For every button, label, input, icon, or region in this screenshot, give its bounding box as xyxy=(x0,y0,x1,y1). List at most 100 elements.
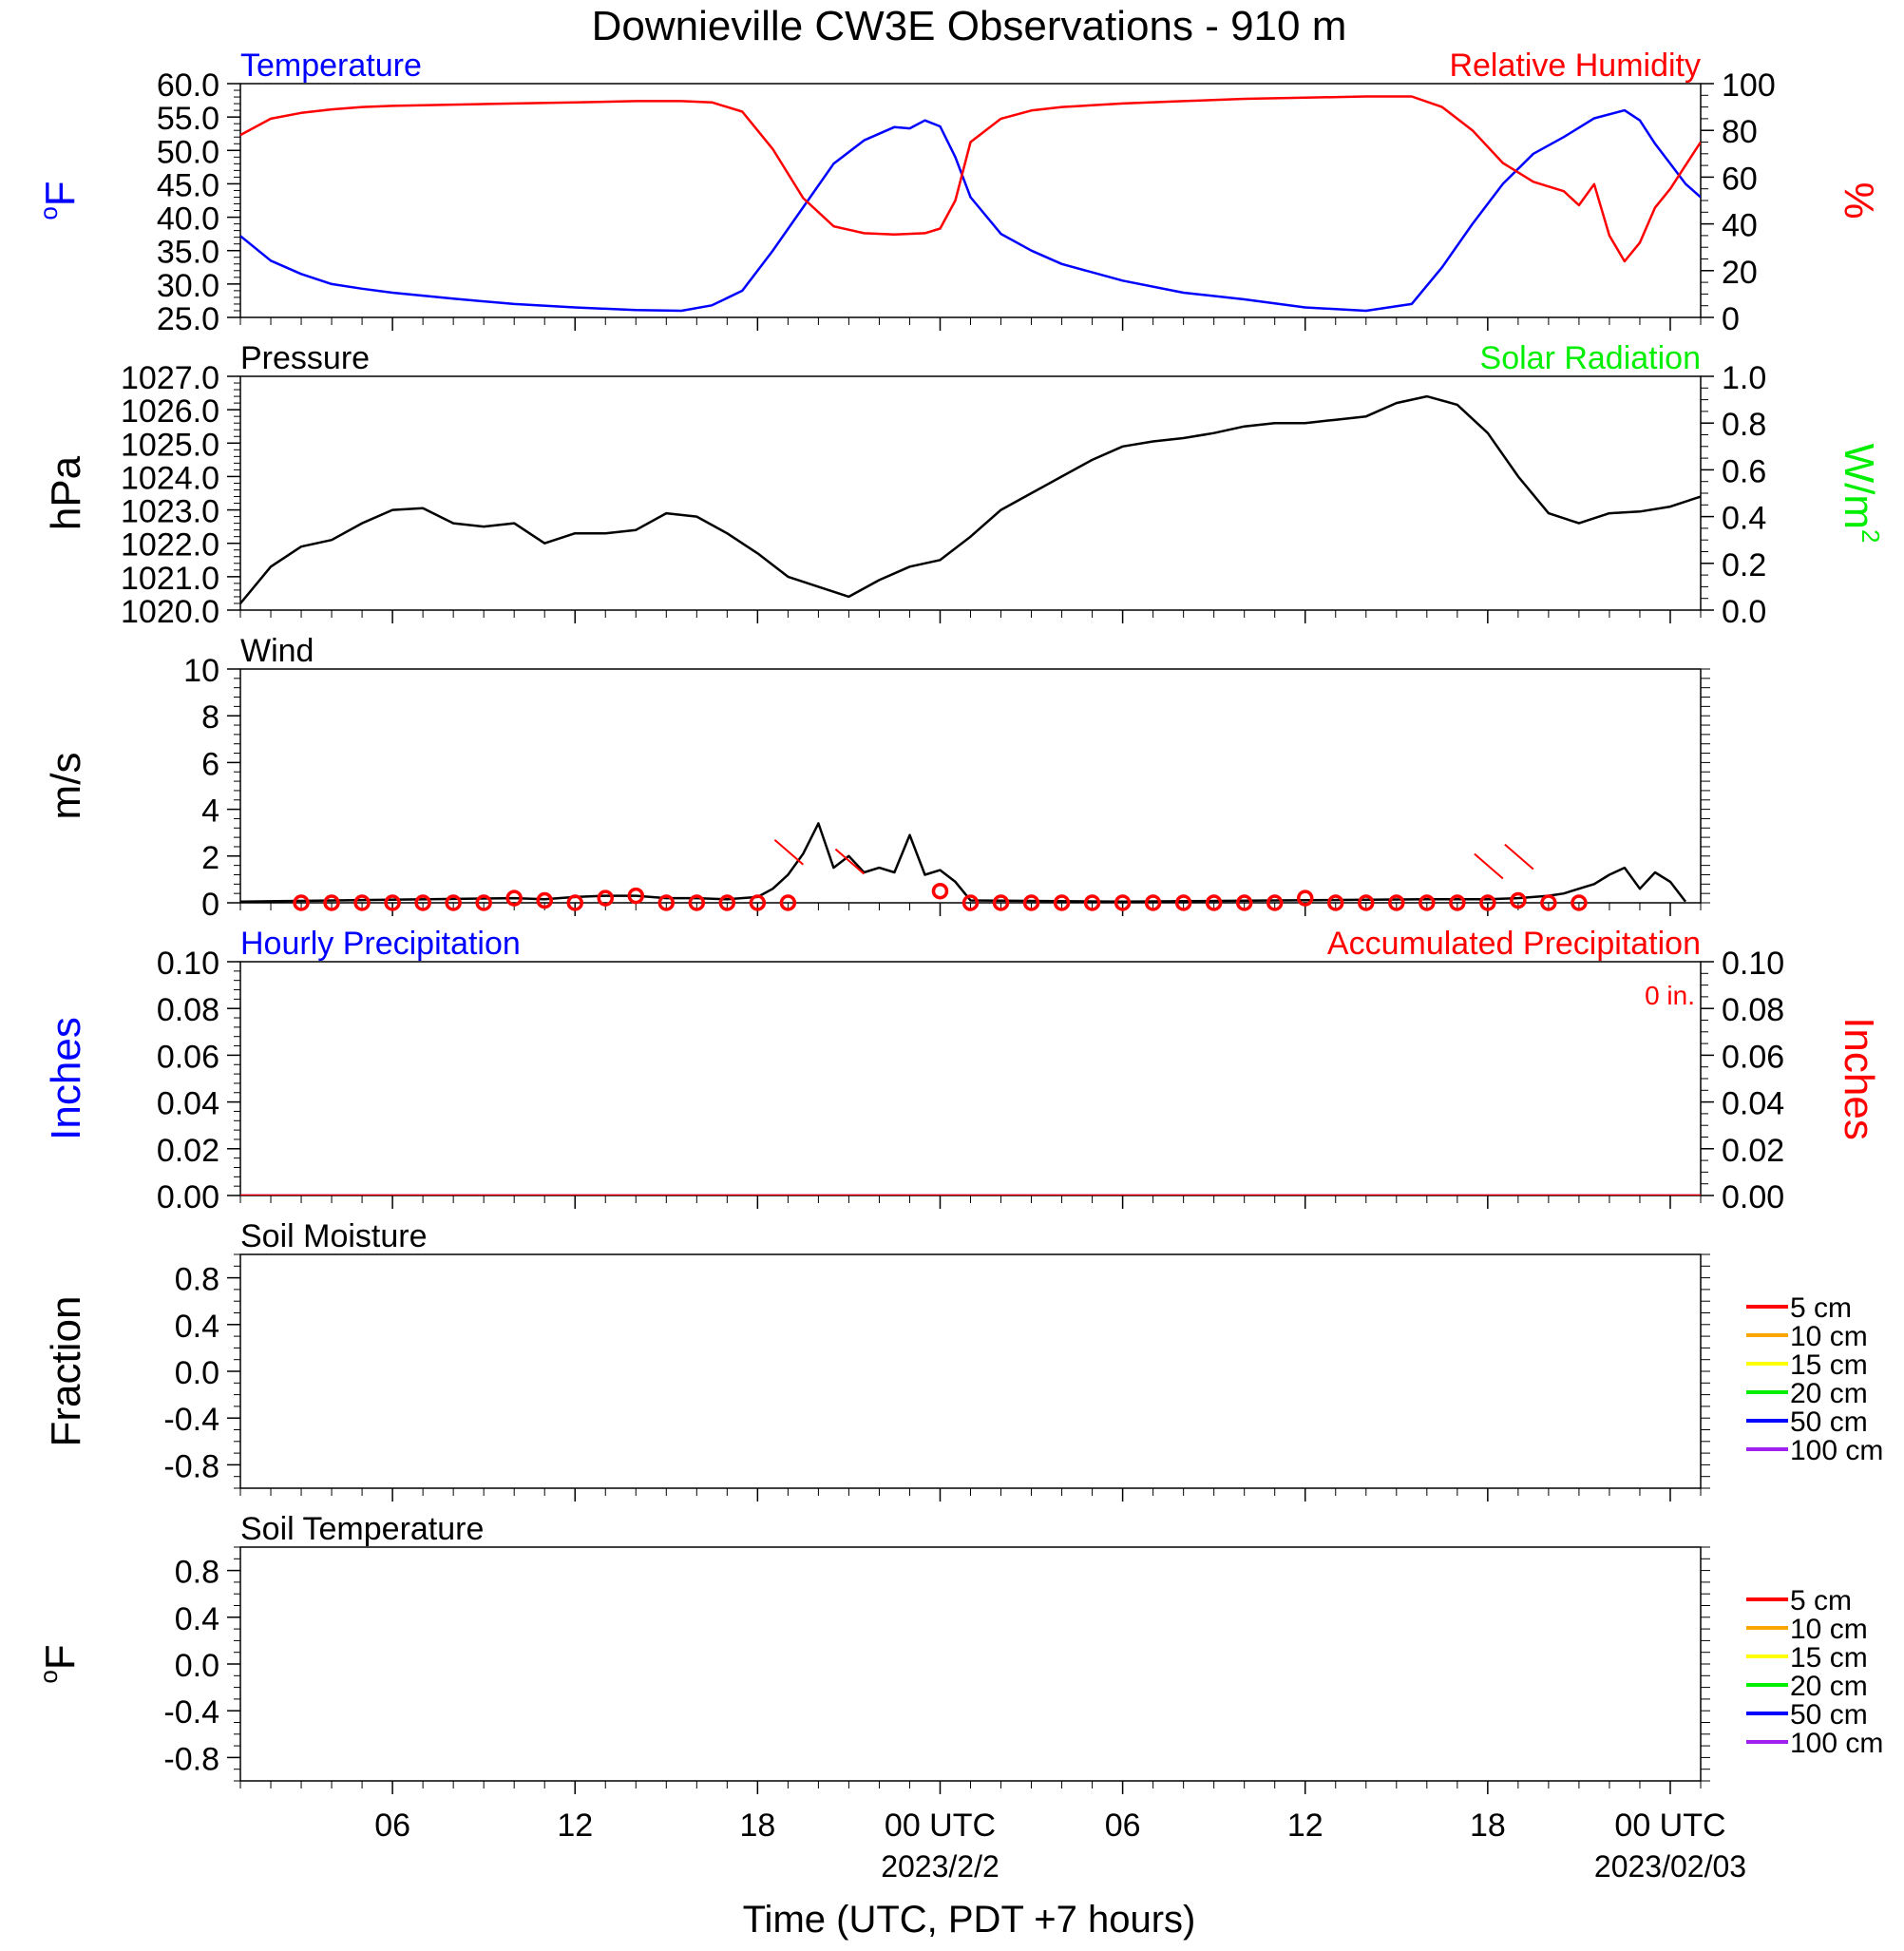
y-tick-label-left: 45.0 xyxy=(157,167,219,203)
wind-speed-marker xyxy=(1022,894,1040,911)
wind-speed-marker xyxy=(1540,894,1557,911)
wind-speed-marker xyxy=(1449,894,1466,911)
wind-speed-marker xyxy=(688,894,706,911)
legend-label: 5 cm xyxy=(1790,1292,1852,1324)
y-tick-label-right: 1.0 xyxy=(1722,360,1766,396)
panel-title-right: Accumulated Precipitation xyxy=(1327,926,1701,962)
wind-speed-marker xyxy=(1358,894,1375,911)
x-tick-label: 06 xyxy=(1105,1808,1141,1844)
series-line-relative-humidity xyxy=(240,95,1701,263)
y-tick-label-left: 0.0 xyxy=(175,1355,219,1391)
y-tick-label-right: 0.4 xyxy=(1722,501,1766,537)
panel-data xyxy=(240,394,1701,604)
y-tick-label-left: 1027.0 xyxy=(121,360,219,396)
precip-total-annotation: 0 in. xyxy=(1645,981,1695,1010)
panel-3: 0.10 0.08 0.06 0.04 0.02 0.00 0.10 0.08 0.06 0.04… xyxy=(43,926,1882,1215)
series-line-wind xyxy=(240,822,1686,903)
wind-speed-marker xyxy=(323,894,340,911)
panel-frame xyxy=(239,375,1702,611)
y-axis-label-left: oF xyxy=(34,1644,84,1683)
y-tick-label-left: 1022.0 xyxy=(121,527,219,564)
y-axis-label-left: Inches xyxy=(43,1017,89,1140)
series-line-pressure xyxy=(240,394,1701,604)
y-tick-label-right: 0.00 xyxy=(1722,1179,1784,1215)
wind-speed-marker xyxy=(992,894,1010,911)
y-tick-label-left: 0.02 xyxy=(157,1133,219,1169)
panel-title-left: Soil Temperature xyxy=(240,1511,484,1547)
y-tick-label-right: 20 xyxy=(1722,255,1758,291)
y-tick-label-left: 1025.0 xyxy=(121,427,219,463)
panel-title-left: Hourly Precipitation xyxy=(240,926,521,962)
y-tick-label-left: 25.0 xyxy=(157,301,219,337)
wind-direction-barb xyxy=(1474,852,1504,880)
y-tick-label-left: 1023.0 xyxy=(121,494,219,530)
y-axis-label-left: hPa xyxy=(43,455,89,530)
y-axis-label-right: Inches xyxy=(1836,1017,1882,1140)
y-tick-label-right: 100 xyxy=(1722,67,1776,104)
y-axis-label-left-text: oF xyxy=(34,1644,84,1683)
y-tick-label-right: 0.8 xyxy=(1722,407,1766,443)
panel-0: 60.055.050.045.040.035.030.025.0 100 80 60 4… xyxy=(34,48,1882,337)
wind-speed-marker xyxy=(962,894,980,911)
legend-label: 10 cm xyxy=(1790,1614,1868,1645)
wind-speed-marker xyxy=(1479,894,1496,911)
y-tick-label-right: 0.02 xyxy=(1722,1133,1784,1169)
wind-speed-marker xyxy=(1388,894,1405,911)
y-tick-label-right: 0.08 xyxy=(1722,992,1784,1028)
y-tick-label-left: 8 xyxy=(201,699,219,736)
y-tick-label-left: 50.0 xyxy=(157,134,219,170)
y-tick-label-right: 40 xyxy=(1722,208,1758,244)
wind-speed-marker xyxy=(536,891,553,909)
wind-speed-marker xyxy=(1083,894,1101,911)
wind-speed-marker xyxy=(475,894,492,911)
panel-title-left: Temperature xyxy=(240,48,422,84)
y-tick-label-left: 0.00 xyxy=(157,1179,219,1215)
wind-speed-marker xyxy=(293,894,310,911)
legend-label: 100 cm xyxy=(1790,1435,1883,1466)
legend-label: 10 cm xyxy=(1790,1321,1868,1352)
y-axis-label-right: W/m2 xyxy=(1836,444,1885,544)
wind-speed-marker xyxy=(1418,894,1436,911)
panel-frame xyxy=(239,83,1702,318)
panel-frame xyxy=(239,1546,1702,1782)
panel-4: 0.8 0.4 0.0 -0.4 -0.8 Soil Moisture Fraction 5 … xyxy=(43,1218,1883,1502)
y-tick-label-left: 6 xyxy=(201,746,219,782)
x-tick-label: 12 xyxy=(1287,1808,1323,1844)
wind-direction-barb xyxy=(1504,843,1534,870)
series-line-temperature xyxy=(240,108,1701,313)
y-tick-label-right: 60 xyxy=(1722,161,1758,197)
x-tick-label: 12 xyxy=(557,1808,593,1844)
panel-data xyxy=(240,95,1701,313)
y-axis-label-left: Fraction xyxy=(43,1296,89,1447)
panel-title-right: Relative Humidity xyxy=(1449,48,1701,84)
y-tick-label-left: 4 xyxy=(201,794,219,830)
x-axis: 06 12 18 00 UTC 06 12 18 00 UTC 2023/2/2 2023/02/… xyxy=(374,1808,1746,1884)
y-tick-label-left: 2 xyxy=(201,840,219,876)
wind-speed-marker xyxy=(597,889,614,907)
y-tick-label-right: 0.10 xyxy=(1722,946,1784,982)
y-tick-label-right: 0.0 xyxy=(1722,594,1766,630)
legend-label: 5 cm xyxy=(1790,1585,1852,1616)
wind-speed-marker xyxy=(1053,894,1071,911)
x-date-label: 2023/02/03 xyxy=(1594,1849,1746,1884)
x-tick-label: 06 xyxy=(374,1808,410,1844)
y-tick-label-left: 1024.0 xyxy=(121,460,219,496)
wind-speed-marker xyxy=(1235,894,1253,911)
wind-speed-marker xyxy=(566,894,583,911)
panel-data xyxy=(240,822,1686,903)
y-tick-label-left: 0.8 xyxy=(175,1262,219,1298)
chart-title: Downieville CW3E Observations - 910 m xyxy=(592,3,1347,49)
y-tick-label-left: 60.0 xyxy=(157,67,219,104)
x-date-label: 2023/2/2 xyxy=(881,1849,1000,1884)
wind-speed-marker xyxy=(749,894,767,911)
wind-speed-marker xyxy=(1205,894,1223,911)
legend-label: 15 cm xyxy=(1790,1642,1868,1674)
y-axis-label-left: oF xyxy=(34,181,84,220)
y-tick-label-left: 1020.0 xyxy=(121,594,219,630)
y-tick-label-left: 0.06 xyxy=(157,1039,219,1075)
legend-label: 15 cm xyxy=(1790,1349,1868,1381)
legend-label: 50 cm xyxy=(1790,1406,1868,1438)
x-axis-label: Time (UTC, PDT +7 hours) xyxy=(743,1899,1196,1941)
x-tick-label: 18 xyxy=(1470,1808,1506,1844)
wind-speed-marker xyxy=(1327,894,1344,911)
